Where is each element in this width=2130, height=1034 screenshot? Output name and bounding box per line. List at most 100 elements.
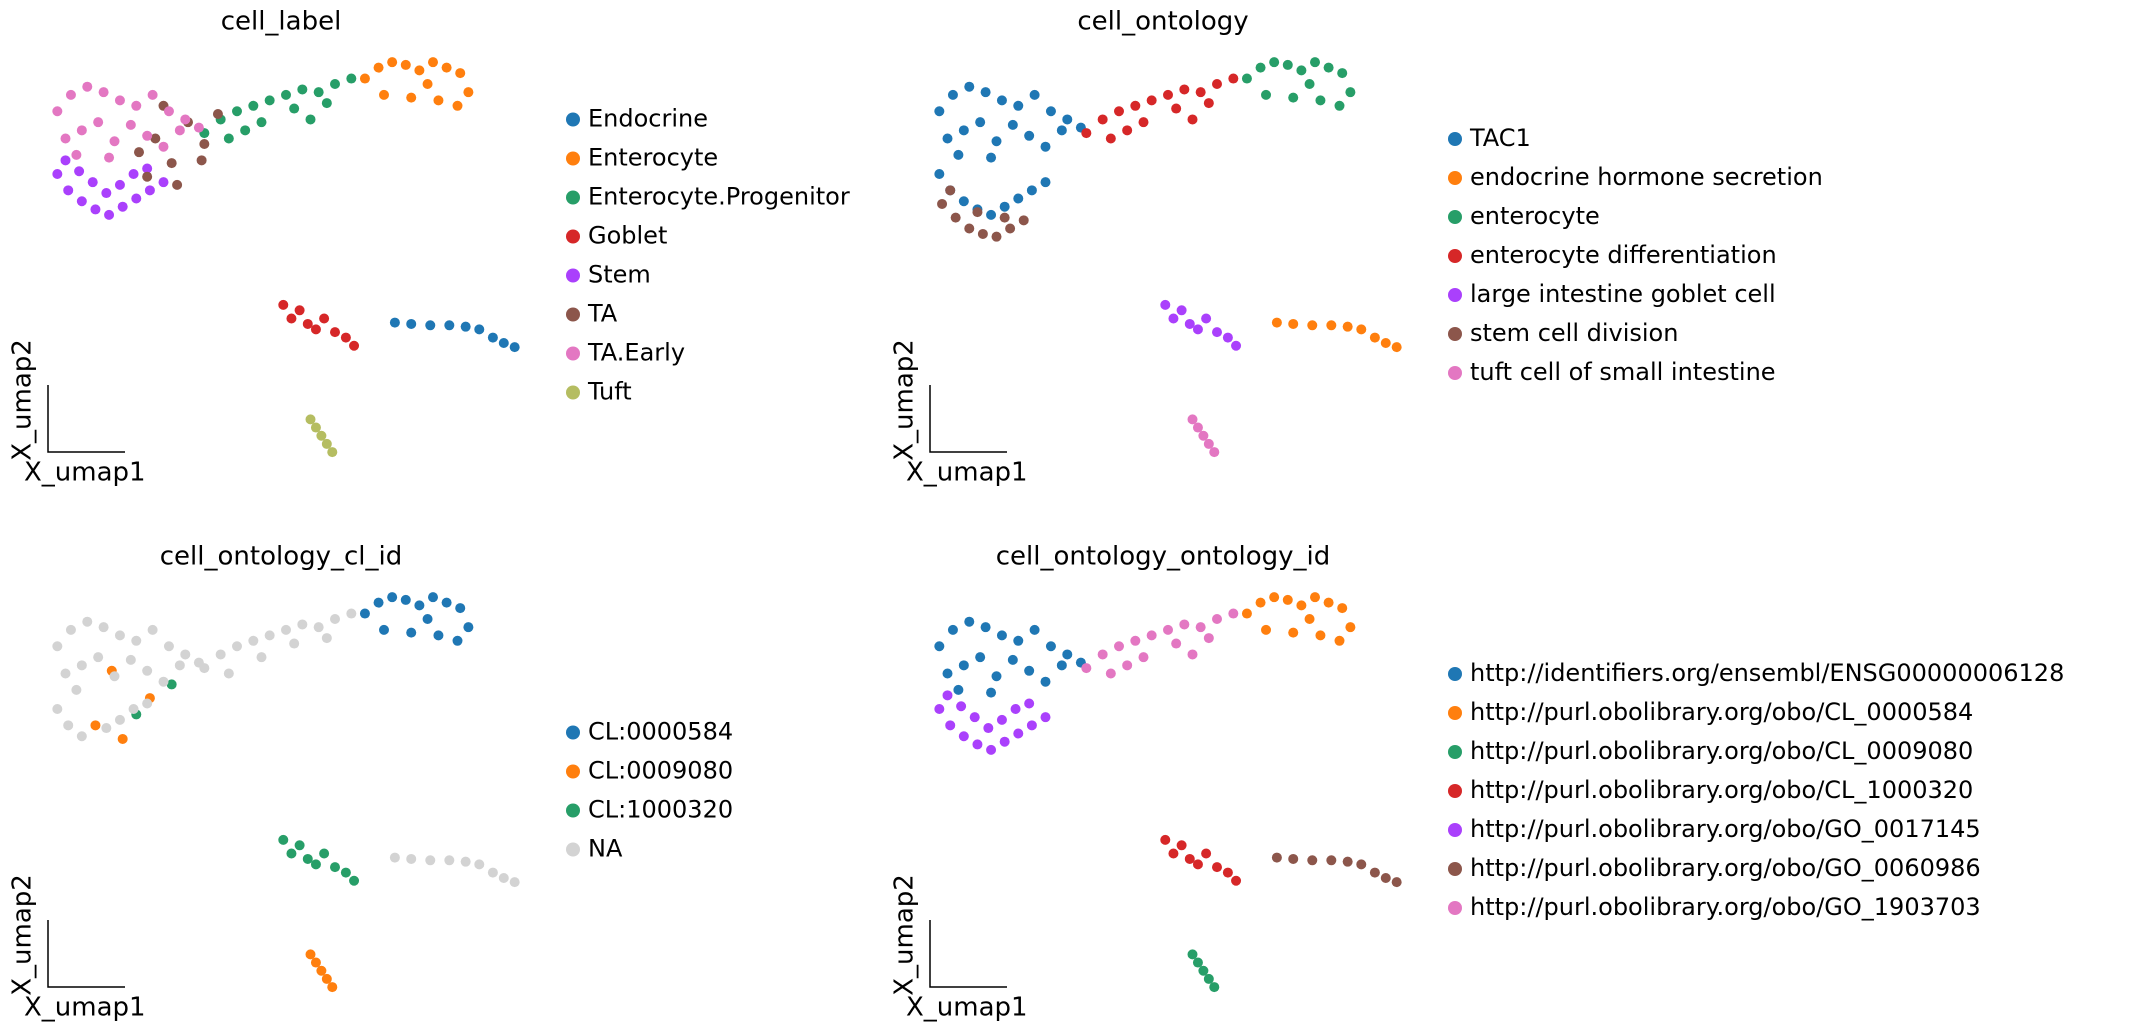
point (406, 627, 417, 638)
point (174, 660, 185, 671)
point (1138, 117, 1149, 128)
point (389, 317, 400, 328)
point (1288, 853, 1299, 864)
legend-marker (566, 268, 580, 283)
point (1163, 624, 1173, 635)
point (1212, 613, 1222, 624)
point (294, 305, 305, 316)
point (975, 117, 986, 128)
point (1337, 68, 1348, 79)
legend-marker (1448, 706, 1462, 720)
point (131, 635, 142, 646)
point (174, 125, 185, 136)
point (256, 652, 267, 663)
point (1097, 649, 1108, 660)
point (125, 654, 136, 665)
point (1184, 853, 1195, 864)
point (1056, 660, 1067, 671)
point (1271, 317, 1282, 328)
point (1201, 313, 1212, 324)
point (297, 619, 308, 630)
point (958, 731, 969, 742)
point (310, 422, 321, 433)
point (1315, 95, 1326, 106)
point (1310, 592, 1320, 603)
legend-marker (1448, 823, 1462, 837)
point (294, 840, 305, 851)
point (999, 212, 1010, 223)
point (509, 877, 520, 888)
point (947, 89, 958, 100)
point (964, 81, 975, 92)
point (158, 177, 169, 188)
point (212, 108, 223, 119)
point (330, 862, 340, 873)
point (1269, 57, 1280, 68)
point (498, 873, 509, 884)
point (1269, 592, 1280, 603)
point (1288, 627, 1299, 638)
point (82, 616, 93, 627)
point (65, 89, 76, 100)
point (1310, 57, 1320, 68)
point (240, 125, 251, 136)
point (321, 438, 332, 449)
point (98, 87, 109, 98)
point (1212, 78, 1222, 89)
axis-arrows (929, 385, 1007, 453)
point (373, 62, 384, 73)
point (248, 635, 259, 646)
legend-marker (566, 229, 580, 244)
point (1146, 95, 1157, 106)
point (433, 630, 444, 641)
point (1261, 624, 1271, 635)
point (1231, 875, 1242, 886)
point (1187, 649, 1198, 660)
point (1187, 949, 1198, 960)
point (93, 117, 104, 128)
legend-label: Enterocyte.Progenitor (588, 183, 850, 211)
point (117, 201, 128, 212)
point (349, 340, 360, 351)
point (1222, 867, 1233, 878)
point (142, 130, 153, 141)
point (305, 949, 316, 960)
point (163, 106, 174, 117)
point (65, 624, 76, 635)
point (991, 136, 1002, 147)
point (1304, 613, 1315, 624)
point (166, 679, 177, 690)
point (128, 168, 139, 179)
point (455, 68, 466, 79)
point (444, 855, 455, 866)
point (1345, 622, 1356, 633)
point (1271, 852, 1282, 863)
point (1026, 185, 1037, 196)
point (977, 228, 988, 239)
panel-title: cell_ontology_cl_id (160, 542, 403, 572)
point (460, 856, 471, 867)
point (76, 196, 87, 207)
legend-label: endocrine hormone secretion (1470, 163, 1823, 191)
point (444, 320, 455, 331)
point (281, 89, 291, 100)
point (406, 92, 417, 103)
point (379, 624, 389, 635)
point (319, 313, 330, 324)
legend-label: NA (588, 835, 623, 863)
point (455, 603, 466, 614)
point (1342, 856, 1353, 867)
point (406, 318, 417, 329)
point (433, 95, 444, 106)
point (60, 133, 71, 144)
point (232, 106, 242, 117)
point (400, 594, 411, 605)
point (934, 168, 945, 179)
legend-marker (1448, 784, 1462, 798)
point (1056, 125, 1067, 136)
point (90, 204, 101, 215)
point (142, 665, 153, 676)
